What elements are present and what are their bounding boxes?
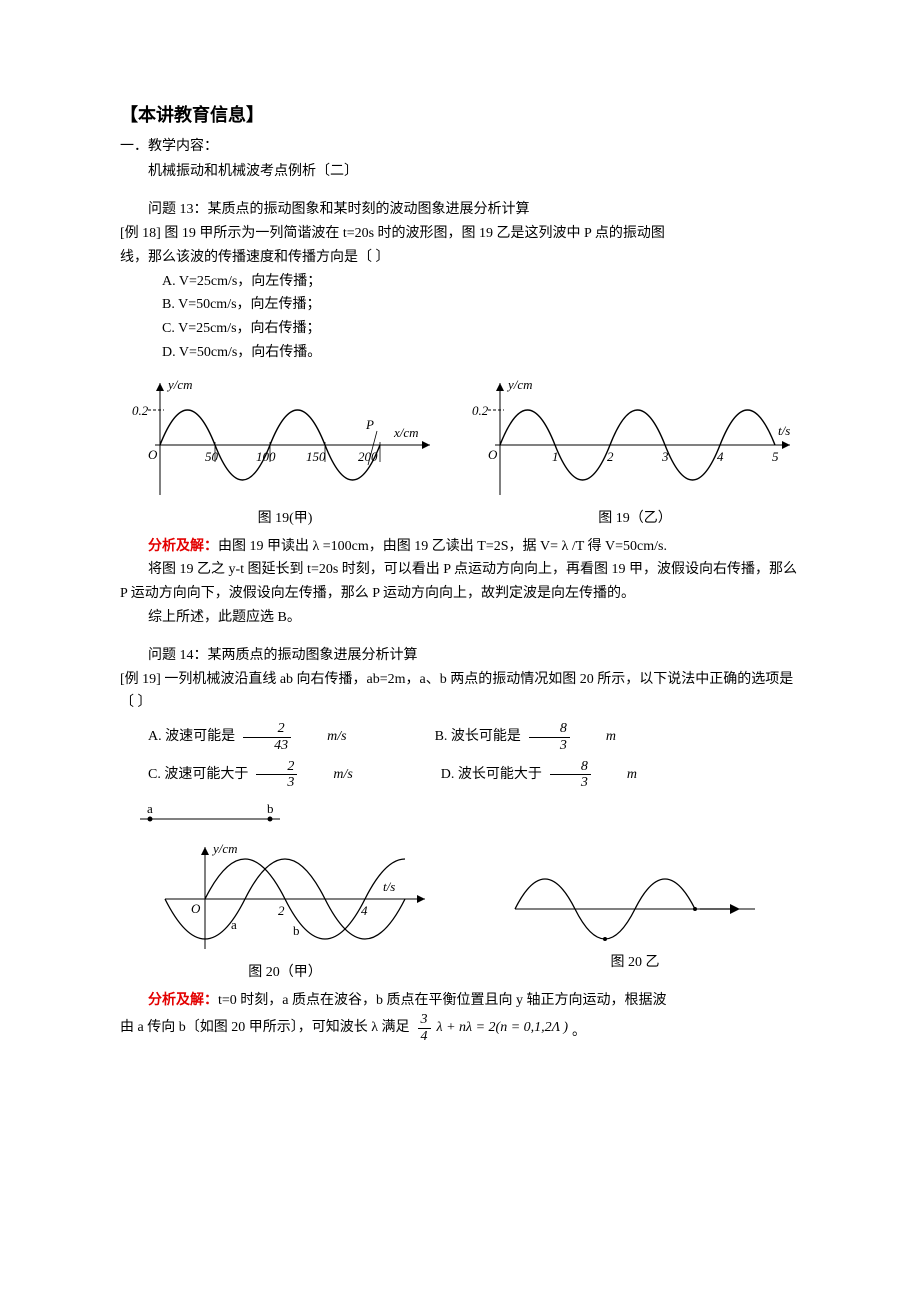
q14-optC-den: 3 [256,775,297,790]
q14-optA-unit: m/s [299,725,346,749]
q14-fig1-ylabel: y/cm [211,841,238,856]
q14-fig2-svg [505,839,765,949]
q14-fig1-box: y/cm t/s O 2 4 a b 图 20（甲） [120,839,450,985]
q13-fig1-origin: O [148,447,158,462]
q13-analysis-label: 分析及解： [148,539,218,554]
q14-analysis-label: 分析及解： [148,993,218,1008]
q14-opts-row2: C. 波速可能大于 2 3 m/s D. 波长可能大于 8 3 m [120,759,800,791]
q13-title: 问题 13：某质点的振动图象和某时刻的波动图象进展分析计算 [120,198,800,222]
q14-fig1-origin: O [191,901,201,916]
q14-optA-num: 2 [243,721,291,737]
q13-option-d: D. V=50cm/s，向右传播。 [134,341,800,365]
q14-optB-unit: m [578,725,616,749]
q14-eq-period: 。 [572,1020,586,1044]
q14-fig2-box: 图 20 乙 [470,839,800,985]
q14-optA-frac: 2 43 [243,721,291,753]
q14-ab-diagram: a b [120,799,800,829]
q14-optB-num: 8 [529,721,570,737]
q14-fig1-xlabel: t/s [383,879,395,894]
q13-fig2-svg: y/cm t/s 0.2 O 1 2 3 4 5 [470,375,800,505]
q13-fig1-svg: y/cm x/cm 0.2 O 50 100 150 200 P [130,375,440,505]
q13-fig1-xlabel: x/cm [393,425,419,440]
q14-fig1-xt1: 4 [361,903,368,918]
q14-optD-unit: m [599,763,637,787]
q13-stem-line1: [例 18] 图 19 甲所示为一列简谐波在 t=20s 时的波形图，图 19 … [120,222,800,246]
q14-fig1-b: b [293,923,300,938]
q14-eq: 3 4 λ + nλ = 2(n = 0,1,2Λ ) [416,1012,569,1044]
q13-fig2-yamp: 0.2 [472,403,489,418]
section-title: 一．教学内容： [120,135,800,159]
q14-option-c: C. 波速可能大于 2 3 m/s [120,759,353,791]
q14-optD-frac: 8 3 [550,759,591,791]
q13-ans3: 综上所述，此题应选 B。 [120,606,800,630]
q13-figures: y/cm x/cm 0.2 O 50 100 150 200 P 图 19(甲) [120,375,800,531]
q14-optA-den: 43 [243,738,291,753]
q13-fig2-xt2: 3 [661,449,669,464]
q14-ab-a: a [147,801,153,816]
q14-fig1-caption: 图 20（甲） [248,961,322,985]
q13-option-b: B. V=50cm/s，向左传播； [134,293,800,317]
q13-fig1-ylabel: y/cm [166,377,193,392]
q14-fig1-a: a [231,917,237,932]
q14-optC-frac: 2 3 [256,759,297,791]
q14-optB-den: 3 [529,738,570,753]
q13-fig2-caption: 图 19（乙） [598,507,672,531]
q14-optC-unit: m/s [305,763,352,787]
q13-fig2-xt4: 5 [772,449,779,464]
subtitle: 机械振动和机械波考点例析〔二〕 [120,160,800,184]
page-header: 【本讲教育信息】 [120,100,800,131]
q14-optB-pre: B. 波长可能是 [407,725,521,749]
q13-fig2-ylabel: y/cm [506,377,533,392]
q14-optA-pre: A. 波速可能是 [120,725,235,749]
q14-optB-frac: 8 3 [529,721,570,753]
q14-eq-frac: 3 4 [418,1012,431,1044]
q14-ans1: t=0 时刻，a 质点在波谷，b 质点在平衡位置且向 y 轴正方向运动，根据波 [218,993,667,1008]
q14-eq-rest: λ + nλ = 2(n = 0,1,2Λ ) [437,1016,569,1040]
q13-fig2-box: y/cm t/s 0.2 O 1 2 3 4 5 图 19（乙） [470,375,800,531]
q13-fig1-xt1: 100 [256,449,276,464]
q14-optD-num: 8 [550,759,591,775]
q13-fig2-xt3: 4 [717,449,724,464]
q13-fig2-xlabel: t/s [778,423,790,438]
q14-optC-num: 2 [256,759,297,775]
q14-stem: [例 19] 一列机械波沿直线 ab 向右传播，ab=2m，a、b 两点的振动情… [120,668,800,716]
q13-fig1-box: y/cm x/cm 0.2 O 50 100 150 200 P 图 19(甲) [120,375,450,531]
q13-option-a: A. V=25cm/s，向左传播； [134,270,800,294]
q14-analysis-line1: 分析及解：t=0 时刻，a 质点在波谷，b 质点在平衡位置且向 y 轴正方向运动… [120,989,800,1013]
q13-option-c: C. V=25cm/s，向右传播； [134,317,800,341]
q13-fig2-xt1: 2 [607,449,614,464]
q13-fig1-xt2: 150 [306,449,326,464]
q13-ans1: 由图 19 甲读出 λ =100cm，由图 19 乙读出 T=2S，据 V= λ… [218,539,667,554]
q14-eq-den: 4 [418,1029,431,1044]
q13-fig1-xt0: 50 [205,449,219,464]
q13-stem-line2: 线，那么该波的传播速度和传播方向是〔 〕 [120,246,800,270]
q13-fig2-origin: O [488,447,498,462]
q14-analysis-line2: 由 a 传向 b〔如图 20 甲所示〕，可知波长 λ 满足 3 4 λ + nλ… [120,1012,800,1044]
q14-ans2-pre: 由 a 传向 b〔如图 20 甲所示〕，可知波长 λ 满足 [120,1016,410,1040]
q13-analysis-line1: 分析及解：由图 19 甲读出 λ =100cm，由图 19 乙读出 T=2S，据… [120,535,800,559]
q14-ab-b: b [267,801,274,816]
q14-fig1-svg: y/cm t/s O 2 4 a b [135,839,435,959]
q14-fig1-xt0: 2 [278,903,285,918]
q13-fig2-xt0: 1 [552,449,559,464]
q14-fig2-caption: 图 20 乙 [611,951,660,975]
q14-eq-num: 3 [418,1012,431,1028]
q14-optD-pre: D. 波长可能大于 [413,763,542,787]
q14-option-a: A. 波速可能是 2 43 m/s [120,721,347,753]
q13-ans2: 将图 19 乙之 y-t 图延长到 t=20s 时刻，可以看出 P 点运动方向向… [120,558,800,606]
q14-optD-den: 3 [550,775,591,790]
q13-fig1-caption: 图 19(甲) [258,507,313,531]
q14-optC-pre: C. 波速可能大于 [120,763,248,787]
q14-option-d: D. 波长可能大于 8 3 m [413,759,637,791]
q13-fig1-yamp: 0.2 [132,403,149,418]
q14-opts-row1: A. 波速可能是 2 43 m/s B. 波长可能是 8 3 m [120,721,800,753]
q14-title: 问题 14：某两质点的振动图象进展分析计算 [120,644,800,668]
q14-option-b: B. 波长可能是 8 3 m [407,721,616,753]
q13-fig1-xt3: 200 [358,449,378,464]
q14-figures: y/cm t/s O 2 4 a b 图 20（甲） 图 20 乙 [120,839,800,985]
q13-fig1-p: P [365,417,374,432]
